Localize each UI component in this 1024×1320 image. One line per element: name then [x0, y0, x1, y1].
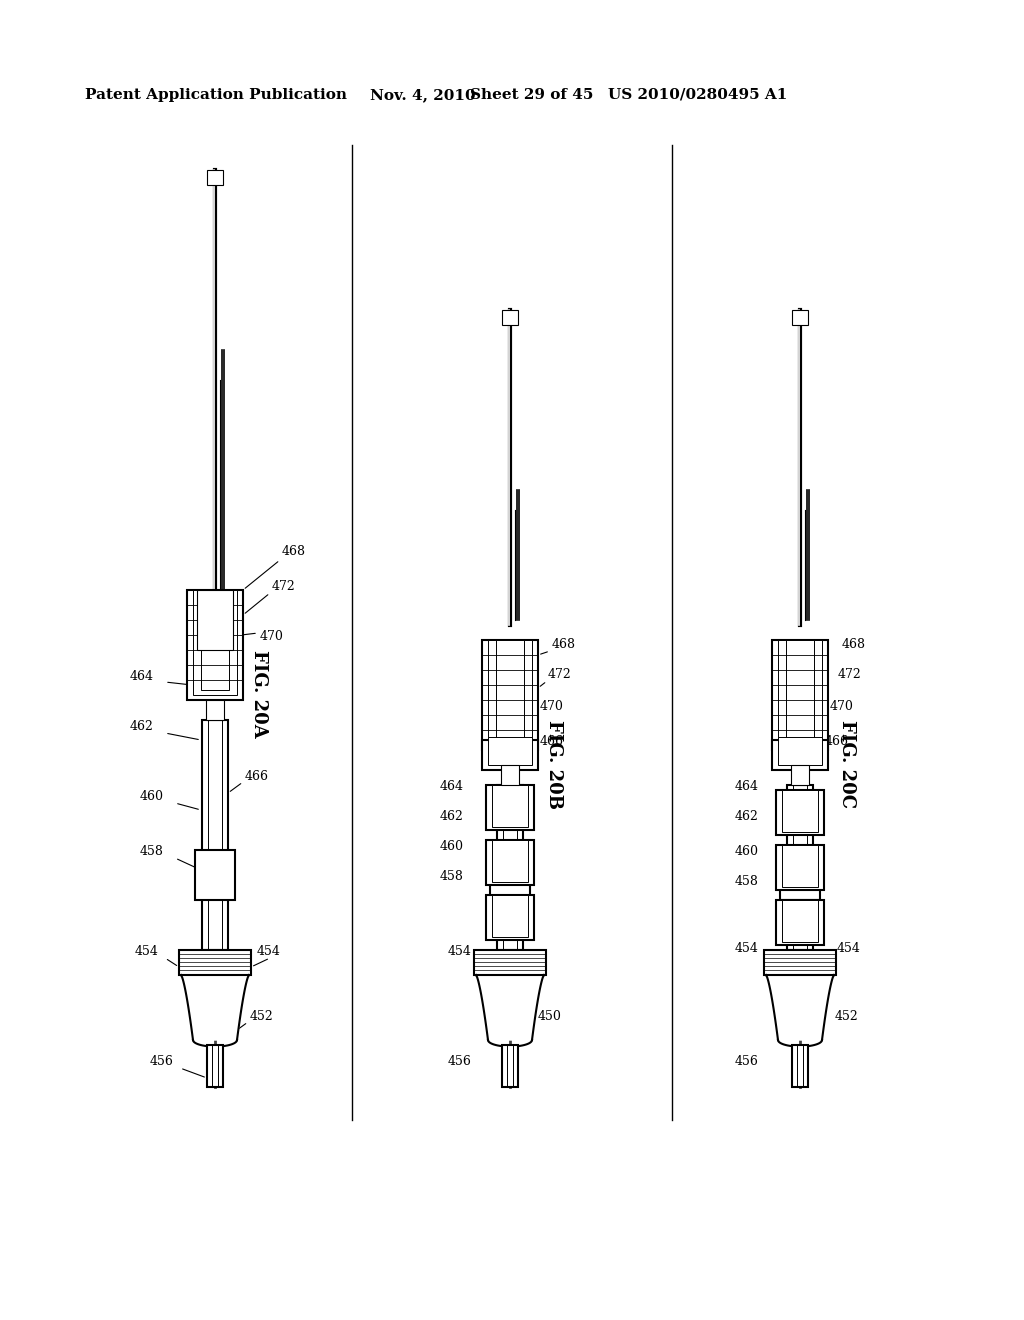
Text: 456: 456 — [150, 1055, 174, 1068]
Bar — [179, 950, 251, 975]
Bar — [474, 950, 546, 975]
Text: 456: 456 — [735, 1055, 759, 1068]
Bar — [492, 895, 528, 937]
Polygon shape — [766, 975, 834, 1040]
Bar — [486, 785, 534, 830]
Bar — [772, 741, 828, 770]
Bar — [782, 845, 818, 887]
Bar — [490, 850, 530, 900]
Bar — [492, 840, 528, 882]
Text: FIG. 20B: FIG. 20B — [545, 719, 563, 809]
Text: 468: 468 — [282, 545, 306, 558]
Bar — [778, 737, 822, 766]
Text: Sheet 29 of 45: Sheet 29 of 45 — [470, 88, 593, 102]
Bar — [497, 785, 523, 950]
Polygon shape — [476, 975, 544, 1040]
Text: US 2010/0280495 A1: US 2010/0280495 A1 — [608, 88, 787, 102]
Text: 462: 462 — [735, 810, 759, 822]
Text: 452: 452 — [250, 1010, 273, 1023]
Text: 458: 458 — [140, 845, 164, 858]
Text: 454: 454 — [837, 942, 861, 954]
Bar — [193, 590, 237, 696]
Bar — [764, 950, 836, 975]
Bar — [772, 640, 828, 750]
Text: 472: 472 — [548, 668, 571, 681]
Bar — [782, 789, 818, 832]
Bar — [786, 640, 814, 741]
Text: 460: 460 — [735, 845, 759, 858]
Bar — [195, 850, 234, 900]
Bar — [482, 640, 538, 750]
Text: 470: 470 — [260, 630, 284, 643]
Bar — [792, 310, 808, 325]
Text: 456: 456 — [449, 1055, 472, 1068]
Bar — [792, 1045, 808, 1086]
Bar — [187, 590, 243, 700]
Bar — [486, 895, 534, 940]
Bar — [782, 900, 818, 942]
Bar — [501, 766, 519, 785]
Polygon shape — [181, 975, 249, 1040]
Text: FIG. 20C: FIG. 20C — [838, 719, 856, 808]
Bar — [201, 590, 229, 690]
Bar — [202, 719, 228, 950]
Bar — [776, 900, 824, 945]
Bar — [791, 766, 809, 785]
Text: 466: 466 — [825, 735, 849, 748]
Bar — [206, 700, 224, 719]
Text: FIG. 20A: FIG. 20A — [250, 649, 268, 738]
Bar — [488, 737, 532, 766]
Text: 454: 454 — [257, 945, 281, 958]
Text: 470: 470 — [830, 700, 854, 713]
Text: 454: 454 — [735, 942, 759, 954]
Text: 458: 458 — [440, 870, 464, 883]
Text: 454: 454 — [449, 945, 472, 958]
Bar — [207, 170, 223, 185]
Text: 462: 462 — [440, 810, 464, 822]
Text: 460: 460 — [440, 840, 464, 853]
Text: 464: 464 — [440, 780, 464, 793]
Text: 464: 464 — [735, 780, 759, 793]
Bar — [482, 741, 538, 770]
Text: 464: 464 — [130, 671, 154, 682]
Text: 452: 452 — [835, 1010, 859, 1023]
Text: 466: 466 — [245, 770, 269, 783]
Bar — [486, 840, 534, 884]
Bar — [776, 789, 824, 836]
Bar — [780, 850, 820, 900]
Bar — [207, 1045, 223, 1086]
Text: 468: 468 — [552, 638, 575, 651]
Text: 450: 450 — [538, 1010, 562, 1023]
Text: Patent Application Publication: Patent Application Publication — [85, 88, 347, 102]
Bar — [787, 785, 813, 950]
Text: 466: 466 — [540, 735, 564, 748]
Text: 468: 468 — [842, 638, 866, 651]
Text: 472: 472 — [838, 668, 862, 681]
Bar — [488, 640, 532, 744]
Text: Nov. 4, 2010: Nov. 4, 2010 — [370, 88, 475, 102]
Bar — [197, 590, 233, 649]
Bar — [776, 845, 824, 890]
Text: 472: 472 — [272, 579, 296, 593]
Text: 462: 462 — [130, 719, 154, 733]
Bar — [496, 640, 524, 741]
Bar — [502, 1045, 518, 1086]
Bar — [502, 310, 518, 325]
Text: 470: 470 — [540, 700, 564, 713]
Text: 458: 458 — [735, 875, 759, 888]
Bar — [778, 640, 822, 744]
Bar — [492, 785, 528, 828]
Text: 454: 454 — [135, 945, 159, 958]
Text: 460: 460 — [140, 789, 164, 803]
